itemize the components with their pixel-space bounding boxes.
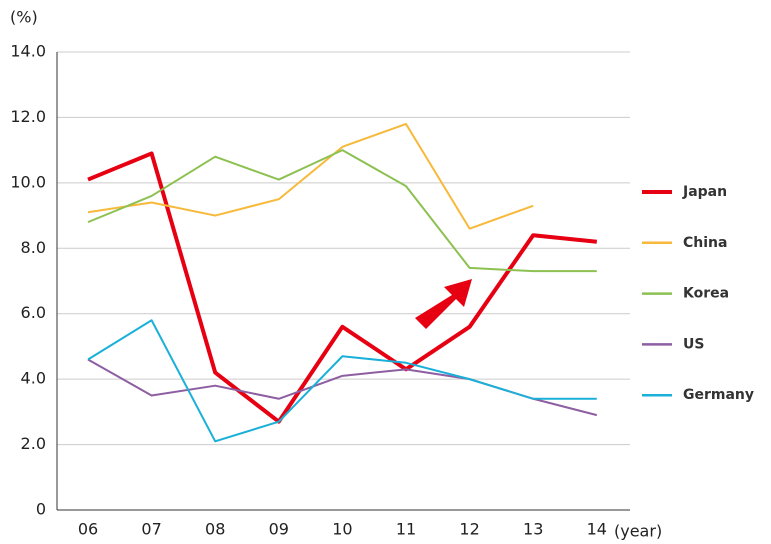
series-line	[87, 151, 598, 424]
legend-label: China	[683, 235, 727, 251]
y-tick-label: 2.0	[21, 434, 46, 453]
series-line	[87, 149, 597, 273]
y-tick-label: 4.0	[21, 369, 46, 388]
y-unit: (%)	[10, 8, 38, 27]
legend-label: Korea	[683, 286, 729, 302]
x-tick-label: 10	[332, 520, 352, 539]
y-tick-label: 8.0	[21, 238, 46, 257]
y-tick-label: 10.0	[10, 172, 46, 191]
x-tick-label: 13	[523, 520, 543, 539]
y-tick-label: 12.0	[10, 107, 46, 126]
series-line	[87, 358, 598, 417]
x-tick-label: 07	[141, 520, 161, 539]
series-line	[87, 122, 534, 230]
x-tick-label: 09	[269, 520, 289, 539]
series-line	[87, 319, 597, 443]
y-tick-label: 6.0	[21, 303, 46, 322]
x-tick-label: 11	[396, 520, 416, 539]
x-tick-label: 06	[78, 520, 98, 539]
legend-label: Germany	[683, 387, 754, 403]
y-tick-label: 14.0	[10, 42, 46, 61]
x-tick-label: 14	[587, 520, 607, 539]
legend-label: US	[683, 336, 704, 352]
y-tick-label: 0	[36, 500, 46, 519]
arrow	[415, 279, 472, 329]
x-unit: (year)	[614, 522, 662, 541]
legend-label: Japan	[682, 184, 727, 200]
x-tick-label: 08	[205, 520, 225, 539]
x-tick-label: 12	[459, 520, 479, 539]
